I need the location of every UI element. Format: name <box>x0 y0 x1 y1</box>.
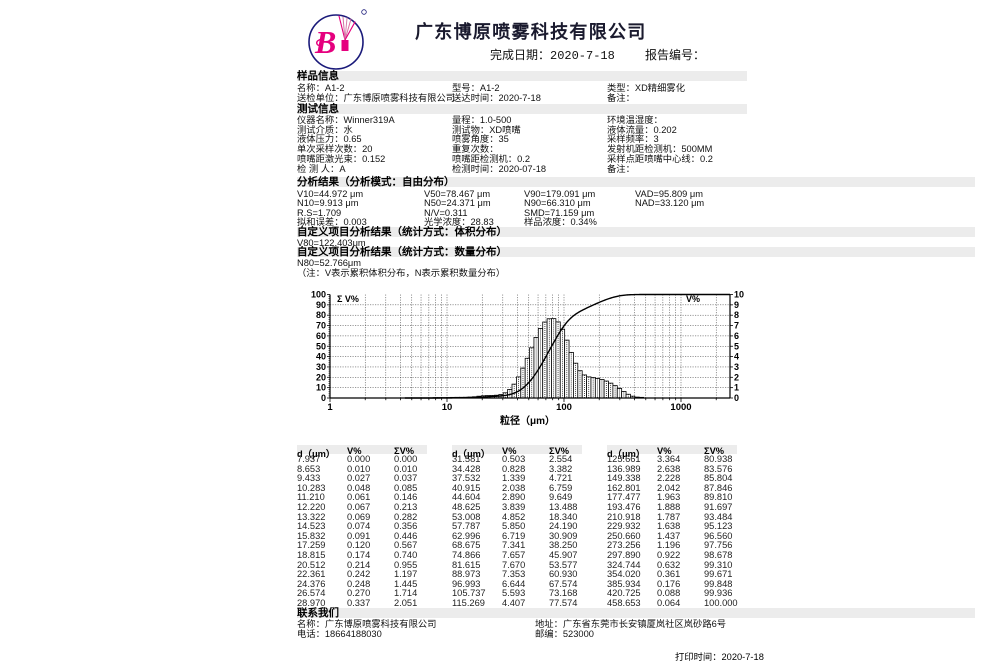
svg-text:100: 100 <box>311 290 326 300</box>
svg-text:0: 0 <box>734 393 739 403</box>
svg-text:10: 10 <box>316 383 326 393</box>
svg-text:50: 50 <box>316 341 326 351</box>
svg-text:4: 4 <box>734 352 739 362</box>
svg-text:20: 20 <box>316 372 326 382</box>
svg-text:70: 70 <box>316 321 326 331</box>
svg-text:30: 30 <box>316 362 326 372</box>
svg-text:10: 10 <box>734 290 744 300</box>
svg-text:V%: V% <box>686 294 700 304</box>
svg-text:60: 60 <box>316 331 326 341</box>
svg-text:9: 9 <box>734 300 739 310</box>
svg-text:3: 3 <box>734 362 739 372</box>
svg-text:90: 90 <box>316 300 326 310</box>
svg-text:8: 8 <box>734 310 739 320</box>
svg-text:6: 6 <box>734 331 739 341</box>
svg-text:40: 40 <box>316 352 326 362</box>
svg-text:0: 0 <box>321 393 326 403</box>
svg-text:10: 10 <box>442 402 453 413</box>
svg-text:80: 80 <box>316 310 326 320</box>
svg-text:Σ V%: Σ V% <box>337 294 359 304</box>
svg-text:7: 7 <box>734 321 739 331</box>
svg-text:100: 100 <box>556 402 572 413</box>
svg-text:5: 5 <box>734 341 739 351</box>
svg-text:1000: 1000 <box>670 402 691 413</box>
svg-text:1: 1 <box>734 383 739 393</box>
svg-text:2: 2 <box>734 372 739 382</box>
svg-text:1: 1 <box>327 402 333 413</box>
